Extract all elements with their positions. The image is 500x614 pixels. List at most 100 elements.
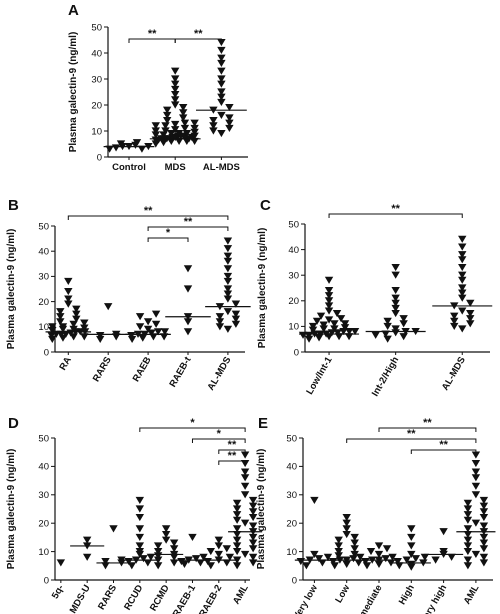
data-point	[240, 474, 250, 482]
data-point	[147, 329, 156, 337]
data-point	[349, 555, 358, 563]
x-tick-label: Intermediate	[347, 583, 385, 614]
x-tick-label: RAEB	[131, 355, 154, 384]
data-point	[174, 137, 184, 145]
x-tick-label: MDS	[165, 162, 186, 173]
y-tick-label: 40	[288, 245, 299, 256]
x-tick-label: 5q-	[50, 583, 67, 601]
data-point	[58, 323, 68, 331]
data-point	[314, 555, 324, 563]
data-point	[232, 530, 242, 539]
data-point	[240, 519, 250, 527]
data-point	[316, 312, 326, 320]
y-tick-label: 10	[38, 547, 49, 558]
data-point	[342, 519, 351, 527]
significance-label: *	[217, 428, 222, 440]
data-point	[391, 304, 400, 313]
data-point	[439, 528, 448, 536]
data-point	[167, 130, 176, 138]
data-point	[458, 263, 467, 272]
data-point	[332, 310, 342, 318]
data-point	[64, 287, 73, 296]
x-tick-label: AL-MDS	[440, 355, 468, 393]
data-point	[135, 548, 145, 556]
y-tick-label: 10	[91, 126, 102, 137]
data-point	[116, 140, 126, 148]
data-point	[386, 559, 396, 567]
x-tick-label: Low	[333, 582, 352, 604]
data-point	[199, 553, 208, 561]
data-point	[479, 545, 489, 553]
data-point	[374, 560, 384, 568]
data-point	[117, 556, 126, 564]
significance-bracket	[218, 460, 246, 465]
data-point	[217, 88, 226, 96]
data-point	[232, 562, 242, 570]
data-point	[463, 556, 473, 564]
data-point	[64, 300, 73, 308]
y-axis-label: Plasma galectin-9 (ng/ml)	[6, 229, 17, 350]
data-point	[135, 323, 145, 331]
data-point	[179, 109, 188, 117]
significance-label: *	[190, 417, 195, 429]
data-point	[458, 256, 467, 264]
data-point	[61, 330, 71, 338]
x-tick-label: AL-MDS	[203, 162, 240, 173]
data-point	[399, 320, 408, 328]
data-point	[458, 276, 467, 284]
data-point	[190, 119, 199, 127]
data-point	[171, 67, 180, 75]
data-point	[225, 553, 235, 561]
data-point	[391, 294, 400, 302]
data-point	[137, 145, 147, 153]
data-point	[101, 562, 110, 570]
y-tick-label: 50	[38, 433, 49, 444]
significance-bracket	[139, 427, 246, 432]
y-tick-label: 40	[38, 462, 49, 473]
significance-bracket	[346, 438, 477, 443]
data-point	[463, 542, 473, 550]
y-tick-label: 40	[38, 247, 49, 258]
data-point	[179, 114, 188, 122]
panel-letter: A	[68, 2, 79, 19]
data-point	[458, 289, 467, 297]
data-point	[171, 91, 180, 99]
x-tick-label: MDS-U	[68, 583, 93, 614]
data-point	[381, 330, 390, 338]
data-point	[393, 557, 402, 566]
data-point	[214, 550, 223, 559]
panel-d: D 0 10 20 30 40 50 Plasma galectin-9 (ng/ml) 5q-…	[6, 415, 263, 614]
data-point	[479, 508, 489, 516]
data-point	[183, 328, 193, 336]
data-point	[458, 235, 467, 243]
data-point	[223, 257, 233, 265]
data-point	[80, 333, 89, 341]
data-point	[407, 550, 416, 559]
significance-bracket	[218, 449, 246, 454]
data-point	[223, 272, 233, 280]
data-point	[231, 300, 241, 308]
data-point	[458, 284, 467, 292]
data-point	[153, 548, 163, 556]
data-point	[169, 559, 179, 567]
data-point	[56, 308, 65, 316]
data-point	[248, 539, 258, 547]
data-point	[240, 451, 250, 459]
significance-label: **	[439, 439, 448, 451]
data-point	[350, 545, 359, 553]
data-point	[127, 335, 137, 343]
significance-label: *	[166, 227, 171, 239]
data-point	[248, 533, 258, 541]
data-point	[151, 127, 160, 135]
data-point	[217, 59, 226, 67]
y-tick-label: 30	[288, 271, 299, 282]
data-point	[180, 119, 190, 127]
data-point	[471, 451, 481, 459]
data-point	[458, 243, 467, 251]
data-point	[72, 305, 81, 313]
data-point	[174, 130, 184, 138]
data-point	[232, 505, 242, 513]
data-point	[330, 320, 339, 328]
data-point	[402, 556, 411, 564]
data-point	[479, 496, 489, 505]
